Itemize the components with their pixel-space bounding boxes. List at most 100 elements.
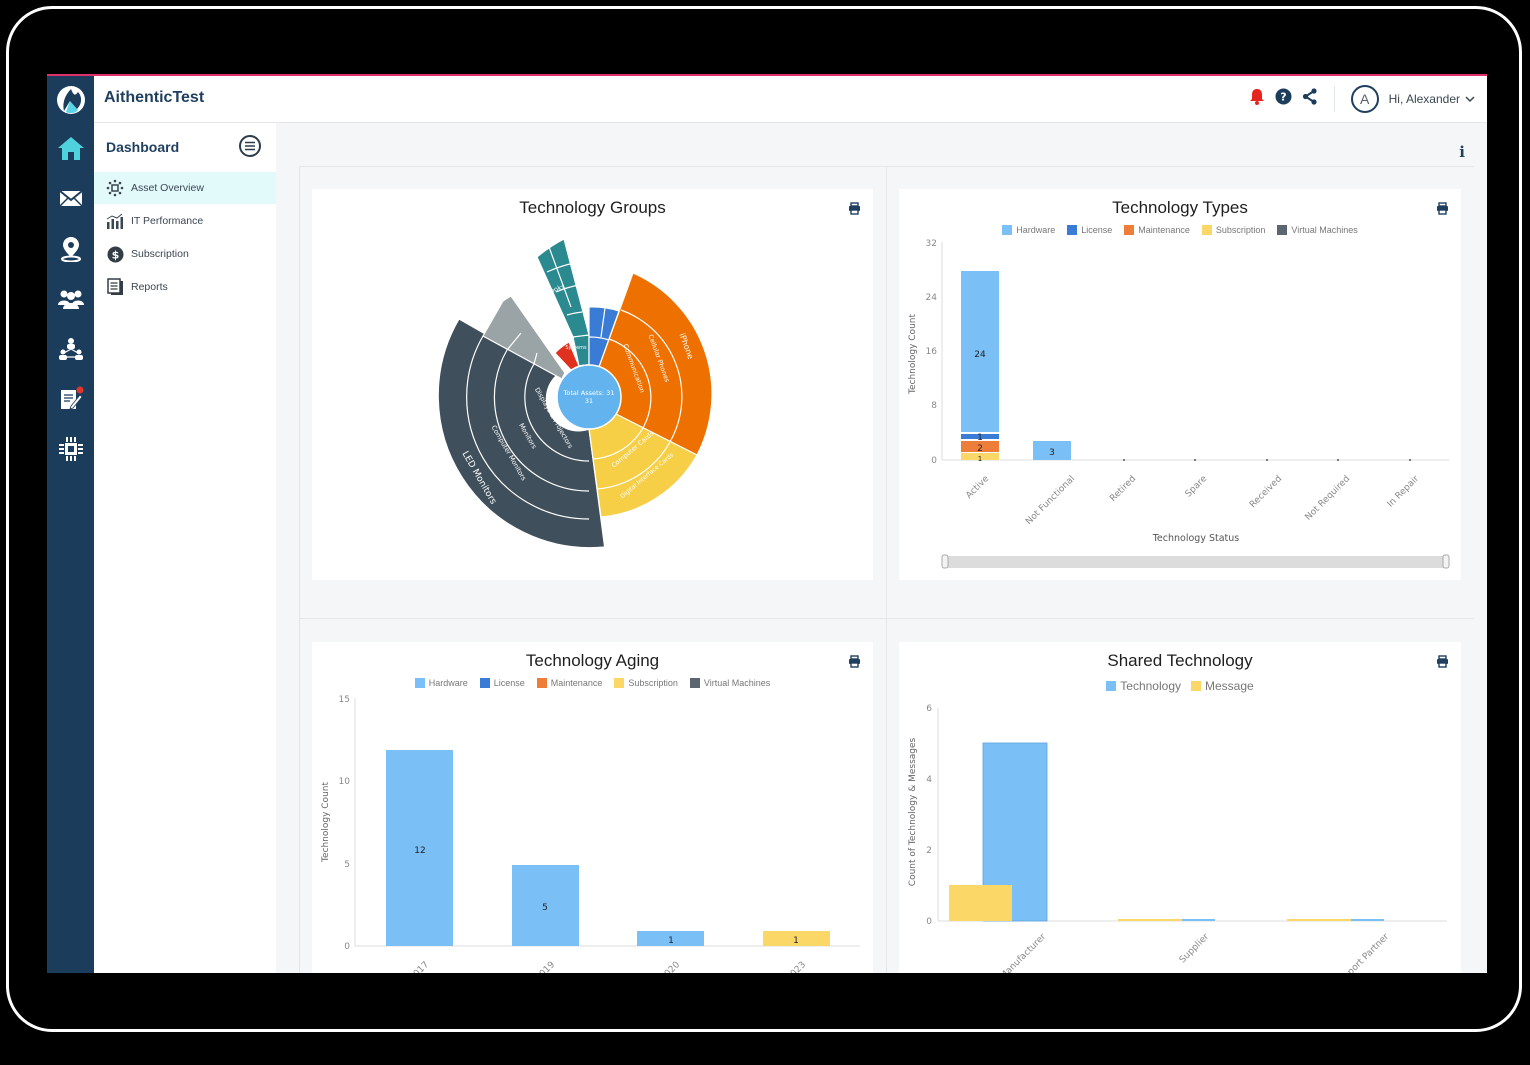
main-content: i Technology Groups (276, 123, 1487, 973)
legend-item[interactable]: Maintenance (1124, 225, 1190, 235)
print-icon[interactable] (848, 202, 861, 220)
sidebar-item-reports[interactable]: Reports (94, 271, 276, 303)
technology-aging-chart[interactable]: 15 10 5 0 Technology Count 12 5 (312, 642, 873, 973)
svg-text:Retired: Retired (1108, 474, 1138, 504)
legend-item[interactable]: Hardware (1002, 225, 1055, 235)
legend-item[interactable]: Subscription (1201, 225, 1265, 235)
legend-item[interactable]: License (1067, 225, 1112, 235)
bar-chart-icon (105, 213, 125, 229)
legend-item[interactable]: Virtual Machines (1277, 225, 1358, 235)
avatar[interactable]: A (1350, 85, 1379, 113)
svg-text:?: ? (1280, 91, 1286, 104)
dashboard-grid: Technology Groups (299, 166, 1474, 973)
legend-item[interactable]: License (479, 678, 525, 688)
sidebar-item-label: Reports (131, 281, 168, 293)
question-circle-icon[interactable]: ? (1275, 88, 1292, 110)
card-technology-aging: Technology Aging Hardware License Mainte… (312, 642, 873, 973)
svg-text:2017: 2017 (408, 960, 431, 973)
sidebar-item-subscription[interactable]: $ Subscription (94, 238, 276, 270)
sidebar-item-it-performance[interactable]: IT Performance (94, 205, 276, 237)
legend-item[interactable]: Subscription (614, 678, 678, 688)
chip-icon[interactable] (47, 431, 94, 467)
svg-text:8: 8 (931, 401, 937, 411)
svg-text:2020: 2020 (659, 960, 682, 973)
sidebar-item-label: Subscription (131, 248, 189, 260)
users-icon[interactable] (47, 281, 94, 317)
sidebar: Dashboard Asset Overview IT Performance … (94, 123, 276, 973)
svg-text:24: 24 (974, 350, 986, 360)
greeting-text: Hi, Alexander (1388, 92, 1460, 106)
mail-icon[interactable] (47, 180, 94, 216)
chevron-down-icon (1465, 92, 1475, 106)
top-header: AithenticTest ? A Hi, Alexander (94, 76, 1487, 123)
chart-legend: Technology Message (899, 679, 1461, 693)
svg-text:5: 5 (542, 903, 548, 913)
svg-text:4: 4 (926, 775, 932, 785)
hierarchy-icon[interactable] (47, 331, 94, 367)
svg-text:24: 24 (926, 293, 938, 303)
svg-text:1: 1 (977, 433, 983, 443)
grid-divider-vertical (886, 167, 887, 973)
svg-text:Support Partner: Support Partner (1334, 932, 1392, 973)
svg-text:10: 10 (339, 777, 351, 787)
svg-text:12: 12 (414, 846, 425, 856)
sidebar-item-label: IT Performance (131, 215, 204, 227)
svg-text:Systems: Systems (565, 345, 587, 351)
bell-icon[interactable] (1249, 88, 1265, 110)
svg-text:In Repair: In Repair (1386, 474, 1422, 510)
sidebar-item-label: Asset Overview (131, 182, 204, 194)
legend-item[interactable]: Maintenance (536, 678, 602, 688)
legend-item[interactable]: Technology (1106, 679, 1181, 693)
user-menu[interactable]: Hi, Alexander (1389, 92, 1475, 106)
home-icon[interactable] (47, 130, 94, 166)
svg-text:$: $ (111, 248, 119, 261)
card-title: Technology Groups (519, 198, 666, 217)
reports-icon (105, 278, 125, 296)
shared-technology-chart[interactable]: 6 4 2 0 Count of Technology & Messages (899, 642, 1461, 973)
svg-text:Supplier: Supplier (1178, 932, 1212, 966)
sidebar-item-asset-overview[interactable]: Asset Overview (94, 172, 276, 204)
svg-text:15: 15 (339, 695, 350, 705)
card-technology-groups: Technology Groups (312, 189, 873, 580)
svg-text:2: 2 (926, 846, 932, 856)
app-window: AithenticTest ? A Hi, Alexander Dashboar… (47, 74, 1487, 973)
svg-text:Technology Count: Technology Count (908, 314, 918, 395)
sunburst-chart[interactable]: Total Assets: 31 31 LED Monitors Compute… (312, 189, 873, 580)
svg-text:0: 0 (931, 456, 937, 466)
print-icon[interactable] (1436, 202, 1449, 220)
legend-item[interactable]: Message (1191, 679, 1254, 693)
svg-text:Total Assets: 31: Total Assets: 31 (563, 389, 615, 397)
location-pin-icon[interactable] (47, 231, 94, 267)
svg-text:5: 5 (344, 860, 350, 870)
svg-text:Spare: Spare (1184, 474, 1210, 500)
svg-text:1: 1 (793, 936, 799, 946)
app-title: AithenticTest (104, 89, 205, 106)
print-icon[interactable] (848, 655, 861, 673)
dollar-circle-icon: $ (105, 246, 125, 263)
print-icon[interactable] (1436, 655, 1449, 673)
legend-item[interactable]: Hardware (414, 678, 468, 688)
card-title: Technology Types (1112, 198, 1248, 217)
edit-document-icon[interactable] (47, 381, 94, 417)
svg-text:1: 1 (978, 455, 982, 463)
technology-types-chart[interactable]: 32 24 16 8 0 Technology Count 2 (899, 189, 1461, 580)
asset-overview-icon (105, 179, 125, 197)
svg-text:2019: 2019 (534, 960, 557, 973)
card-technology-types: Technology Types Hardware License Mainte… (899, 189, 1461, 580)
svg-text:0: 0 (926, 917, 932, 927)
chart-scrollbar[interactable] (941, 554, 1450, 569)
menu-circle-icon[interactable] (239, 135, 261, 157)
svg-text:3: 3 (1049, 448, 1055, 458)
icon-rail (47, 76, 94, 973)
svg-text:16: 16 (926, 347, 938, 357)
share-icon[interactable] (1302, 88, 1318, 110)
svg-text:2023: 2023 (785, 960, 808, 973)
grid-divider-horizontal (300, 618, 1474, 619)
svg-text:Active: Active (964, 474, 991, 501)
svg-text:2: 2 (977, 444, 983, 454)
card-title: Shared Technology (1107, 651, 1253, 670)
info-icon[interactable]: i (1459, 143, 1465, 161)
legend-item[interactable]: Virtual Machines (689, 678, 770, 688)
logo-icon[interactable] (47, 82, 94, 118)
svg-text:Not Required: Not Required (1304, 474, 1353, 523)
